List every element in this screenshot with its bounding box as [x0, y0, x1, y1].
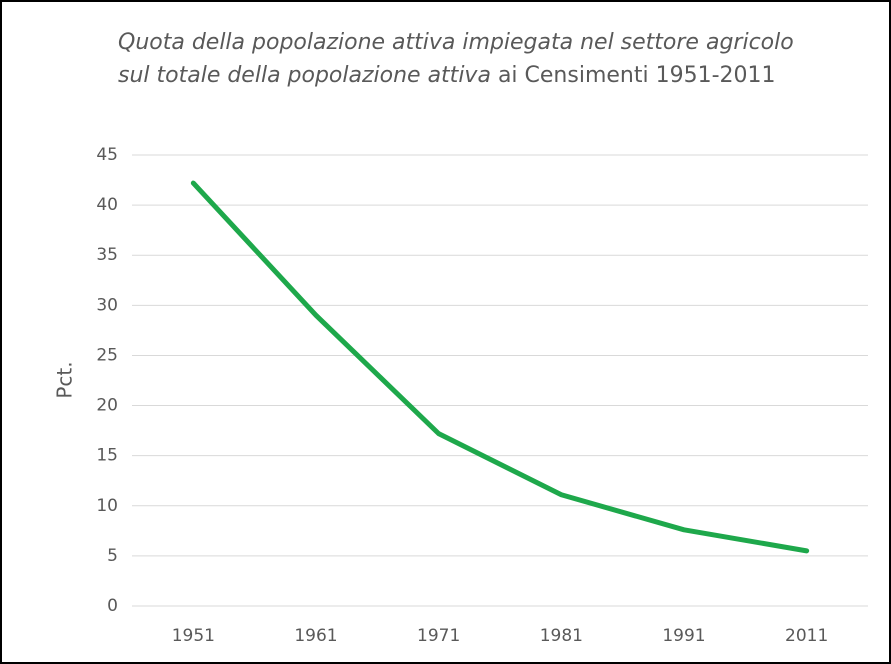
- title-italic: Quota della popolazione attiva impiegata…: [118, 30, 794, 88]
- title-normal: ai Censimenti 1951-2011: [497, 63, 776, 88]
- y-tick-label: 30: [96, 295, 118, 315]
- y-tick-label: 25: [96, 345, 118, 365]
- x-tick-label: 2011: [785, 626, 828, 646]
- chart-title: Quota della popolazione attiva impiegata…: [118, 26, 798, 92]
- y-axis-label: Pct.: [53, 361, 77, 398]
- y-tick-label: 40: [96, 195, 118, 215]
- x-tick-label: 1961: [294, 626, 337, 646]
- x-tick-label: 1991: [662, 626, 705, 646]
- y-tick-label: 5: [107, 546, 118, 566]
- x-tick-label: 1981: [540, 626, 583, 646]
- y-tick-label: 45: [96, 145, 118, 165]
- x-tick-label: 1951: [172, 626, 215, 646]
- y-tick-label: 15: [96, 446, 118, 466]
- y-tick-label: 0: [107, 596, 118, 616]
- y-tick-label: 20: [96, 396, 118, 416]
- y-tick-label: 35: [96, 245, 118, 265]
- line-series: [190, 180, 810, 554]
- x-tick-label: 1971: [417, 626, 460, 646]
- y-tick-label: 10: [96, 496, 118, 516]
